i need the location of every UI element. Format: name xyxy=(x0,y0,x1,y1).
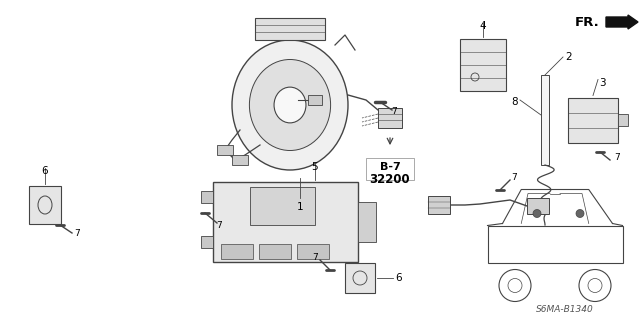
Text: 6: 6 xyxy=(42,166,48,176)
Text: 7: 7 xyxy=(312,254,318,263)
Ellipse shape xyxy=(274,87,306,123)
FancyBboxPatch shape xyxy=(460,39,506,91)
Ellipse shape xyxy=(250,60,331,151)
Bar xyxy=(217,145,233,155)
Bar xyxy=(541,75,549,165)
Ellipse shape xyxy=(232,40,348,170)
Circle shape xyxy=(533,210,541,218)
Text: 7: 7 xyxy=(511,174,517,182)
FancyBboxPatch shape xyxy=(428,196,450,214)
Bar xyxy=(488,226,623,263)
Bar xyxy=(308,95,322,105)
Text: 8: 8 xyxy=(511,97,518,107)
Text: 3: 3 xyxy=(599,78,605,87)
FancyBboxPatch shape xyxy=(345,263,375,293)
Circle shape xyxy=(576,210,584,218)
Text: B-7: B-7 xyxy=(380,162,401,172)
Bar xyxy=(618,114,628,126)
Text: 7: 7 xyxy=(391,108,397,116)
Text: 2: 2 xyxy=(565,52,572,62)
Text: 7: 7 xyxy=(216,220,222,229)
FancyArrow shape xyxy=(606,15,638,29)
Text: 4: 4 xyxy=(480,21,486,31)
FancyBboxPatch shape xyxy=(212,182,358,262)
Text: 7: 7 xyxy=(614,153,620,162)
Text: 5: 5 xyxy=(312,162,318,172)
FancyBboxPatch shape xyxy=(255,18,325,40)
Text: 1: 1 xyxy=(297,202,303,212)
FancyBboxPatch shape xyxy=(527,198,549,214)
Bar xyxy=(296,244,328,259)
Text: 7: 7 xyxy=(74,228,80,238)
Bar xyxy=(358,202,376,242)
FancyBboxPatch shape xyxy=(29,186,61,224)
FancyBboxPatch shape xyxy=(378,108,402,128)
Bar xyxy=(259,244,291,259)
Text: 6: 6 xyxy=(395,273,402,283)
Text: S6MA-B1340: S6MA-B1340 xyxy=(536,305,594,314)
Bar xyxy=(200,236,212,248)
Bar xyxy=(250,187,315,225)
Text: FR.: FR. xyxy=(575,16,600,28)
Bar xyxy=(232,155,248,165)
FancyBboxPatch shape xyxy=(568,98,618,143)
Text: 32200: 32200 xyxy=(370,173,410,186)
Bar xyxy=(200,191,212,203)
Bar xyxy=(221,244,253,259)
